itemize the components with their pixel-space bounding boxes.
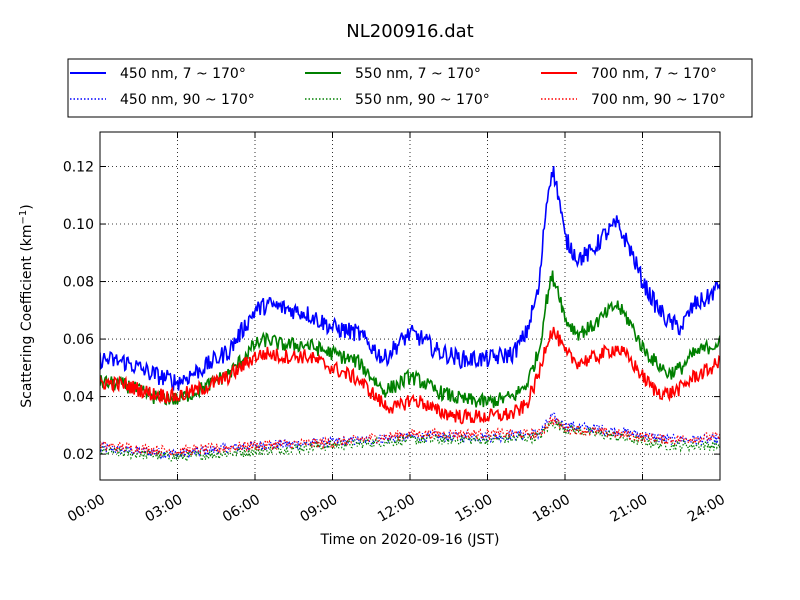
series-line <box>100 326 720 425</box>
legend-label: 550 nm, 90 ~ 170° <box>355 92 490 108</box>
y-tick-label: 0.10 <box>63 217 94 233</box>
legend-box <box>67 58 753 118</box>
y-tick-label: 0.02 <box>63 447 94 463</box>
y-tick-label: 0.08 <box>63 275 94 291</box>
series-line <box>100 270 720 408</box>
y-axis-label: Scattering Coefficient (km−1) <box>18 204 35 408</box>
chart-title: NL200916.dat <box>346 21 473 42</box>
x-tick-label: 06:00 <box>220 492 263 526</box>
grid <box>100 132 720 480</box>
legend-label: 450 nm, 7 ~ 170° <box>120 66 246 82</box>
tick-labels: 00:00 03:00 06:00 09:00 12:00 15:00 18:00 21:00… <box>63 160 728 526</box>
plot-lines <box>100 166 720 464</box>
y-tick-label: 0.12 <box>63 160 94 176</box>
y-axis-label-close: ) <box>19 204 35 209</box>
ticks <box>99 132 721 480</box>
legend-label: 550 nm, 7 ~ 170° <box>355 66 481 82</box>
x-tick-label: 15:00 <box>453 492 496 526</box>
y-tick-label: 0.04 <box>63 390 94 406</box>
series-line <box>100 416 720 458</box>
x-axis-label: Time on 2020-09-16 (JST) <box>320 532 500 548</box>
legend-label: 700 nm, 7 ~ 170° <box>591 66 717 82</box>
x-tick-label: 24:00 <box>685 492 728 526</box>
x-tick-label: 18:00 <box>530 492 573 526</box>
x-tick-label: 03:00 <box>143 492 186 526</box>
x-tick-label: 00:00 <box>65 492 108 526</box>
y-axis-label-main: Scattering Coefficient (km <box>19 224 35 407</box>
x-tick-label: 12:00 <box>375 492 418 526</box>
legend-label: 700 nm, 90 ~ 170° <box>591 92 726 108</box>
series-line <box>100 166 720 392</box>
y-tick-label: 0.06 <box>63 332 94 348</box>
legend-label: 450 nm, 90 ~ 170° <box>120 92 255 108</box>
y-axis-label-sup: −1 <box>18 210 29 225</box>
x-tick-label: 21:00 <box>608 492 651 526</box>
series-line <box>100 419 720 464</box>
legend: 450 nm, 7 ~ 170° 450 nm, 90 ~ 170° 550 nm,… <box>67 58 753 118</box>
x-tick-label: 09:00 <box>298 492 341 526</box>
